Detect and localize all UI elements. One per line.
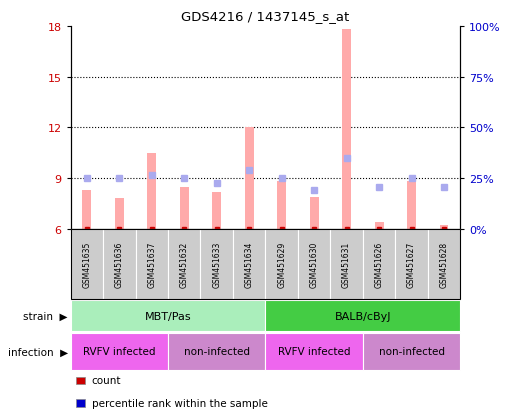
Text: infection  ▶: infection ▶ — [8, 347, 68, 356]
Text: GSM451627: GSM451627 — [407, 241, 416, 287]
Text: GSM451626: GSM451626 — [374, 241, 383, 287]
Bar — [83, 190, 92, 229]
Bar — [342, 30, 351, 229]
Text: GSM451635: GSM451635 — [82, 241, 92, 287]
Bar — [180, 187, 189, 229]
Text: GSM451630: GSM451630 — [310, 241, 319, 287]
Bar — [310, 197, 319, 229]
Text: non-infected: non-infected — [184, 347, 249, 356]
Text: BALB/cByJ: BALB/cByJ — [335, 311, 391, 321]
Bar — [147, 153, 156, 229]
Bar — [439, 226, 448, 229]
Text: non-infected: non-infected — [379, 347, 445, 356]
Text: GSM451628: GSM451628 — [439, 241, 449, 287]
Text: RVFV infected: RVFV infected — [278, 347, 350, 356]
Text: strain  ▶: strain ▶ — [24, 311, 68, 321]
Bar — [115, 199, 124, 229]
Bar — [212, 192, 221, 229]
Text: GSM451633: GSM451633 — [212, 241, 221, 287]
Bar — [374, 223, 383, 229]
Text: MBT/Pas: MBT/Pas — [145, 311, 191, 321]
Bar — [277, 182, 286, 229]
Text: GSM451637: GSM451637 — [147, 241, 156, 287]
Bar — [245, 128, 254, 229]
Text: GSM451631: GSM451631 — [342, 241, 351, 287]
Text: GSM451629: GSM451629 — [277, 241, 286, 287]
Text: GSM451632: GSM451632 — [180, 241, 189, 287]
Text: count: count — [92, 375, 121, 385]
Text: GSM451634: GSM451634 — [245, 241, 254, 287]
Text: RVFV infected: RVFV infected — [83, 347, 155, 356]
Text: GDS4216 / 1437145_s_at: GDS4216 / 1437145_s_at — [181, 10, 349, 23]
Bar — [407, 182, 416, 229]
Text: GSM451636: GSM451636 — [115, 241, 124, 287]
Text: percentile rank within the sample: percentile rank within the sample — [92, 398, 267, 408]
